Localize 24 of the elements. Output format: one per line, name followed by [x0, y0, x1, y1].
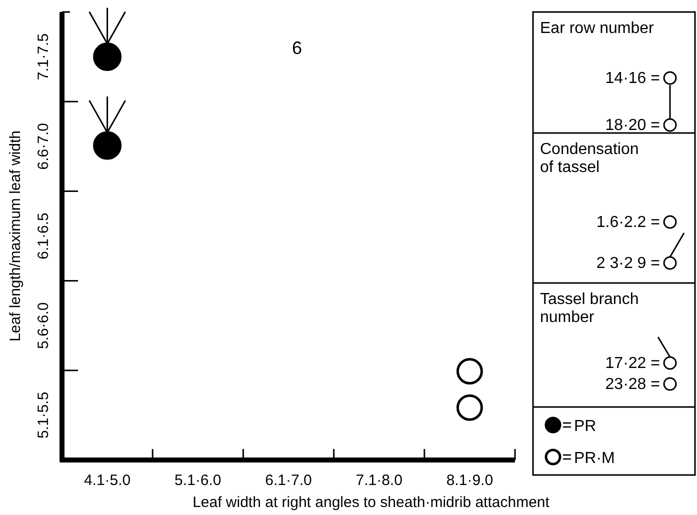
legend-label: PR·M — [574, 450, 615, 467]
x-tick-label: 8.1·9.0 — [446, 472, 494, 489]
legend-label: PR — [574, 418, 596, 435]
x-tick-label: 7.1·8.0 — [356, 472, 402, 489]
category-label: 5.1·5.5 — [35, 392, 52, 439]
text: 23·28 = — [605, 376, 660, 393]
annotation: 6 — [292, 38, 302, 58]
category-label: 6.6·7.0 — [35, 123, 52, 170]
x-tick-label: 5.1·6.0 — [174, 472, 222, 489]
y-axis-title: Leaf length/maximum leaf width — [7, 130, 24, 342]
category-label: 5.6·6.0 — [35, 302, 52, 349]
text: 2 3·2 9 = — [596, 255, 660, 272]
text: 18·20 = — [605, 117, 660, 134]
text: Condensation of tassel — [540, 141, 639, 176]
x-tick-label: 6.1·7.0 — [265, 472, 312, 489]
category-label: 6.1·6.5 — [35, 212, 52, 260]
text: 14·16 = — [605, 70, 660, 87]
text: Ear row number — [540, 20, 654, 37]
text: 17·22 = — [605, 355, 660, 372]
text: 1.6·2.2 = — [596, 214, 660, 231]
x-tick-label: 4.1·5.0 — [84, 472, 131, 489]
category-label: 7.1·7.5 — [35, 33, 52, 80]
text: Tassel branch number — [540, 291, 639, 326]
x-axis-title: Leaf width at right angles to sheath·midrib attachment — [192, 494, 550, 511]
